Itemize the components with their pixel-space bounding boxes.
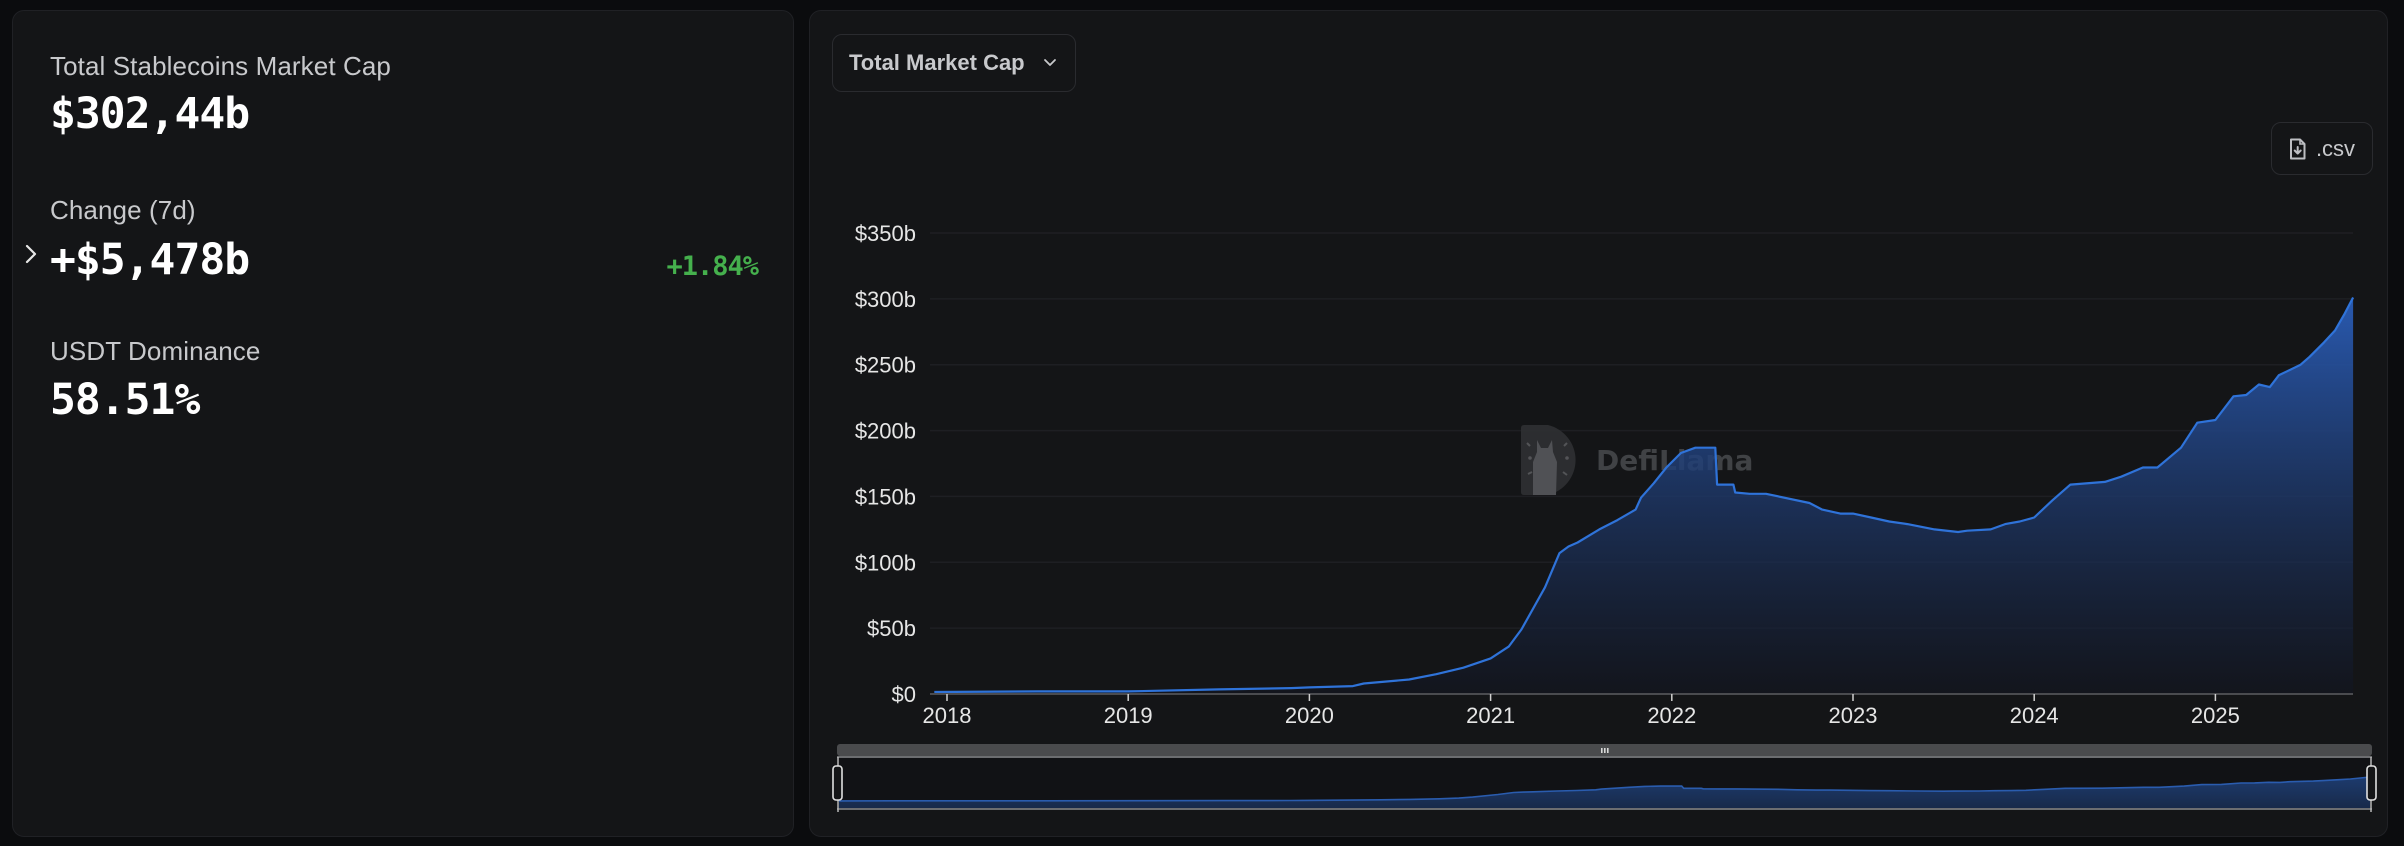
x-tick-label: 2020 — [1285, 703, 1334, 728]
data-zoom-slider[interactable] — [832, 744, 2377, 812]
chevron-down-icon — [1043, 59, 1056, 66]
y-tick-label: $200b — [855, 419, 916, 444]
x-tick-label: 2024 — [2010, 703, 2059, 728]
x-tick-label: 2018 — [923, 703, 972, 728]
total-market-cap-label: Total Stablecoins Market Cap — [50, 51, 391, 81]
defillama-logo-icon — [1521, 425, 1576, 495]
metric-dropdown-label: Total Market Cap — [849, 50, 1025, 75]
metric-dropdown[interactable]: Total Market Cap — [832, 34, 1076, 92]
x-tick-label: 2022 — [1647, 703, 1696, 728]
slider-right-handle[interactable] — [2366, 765, 2377, 801]
y-tick-label: $50b — [867, 616, 916, 641]
change-7d-percent: +1.84% — [666, 251, 759, 282]
change-7d-value: +$5,478b — [50, 235, 250, 285]
y-tick-label: $150b — [855, 484, 916, 509]
stats-panel: Total Stablecoins Market Cap $302,44b Ch… — [12, 10, 794, 837]
total-market-cap-value: $302,44b — [50, 89, 250, 139]
y-tick-label: $0 — [892, 682, 916, 707]
y-tick-label: $300b — [855, 287, 916, 312]
chevron-right-icon[interactable] — [24, 243, 38, 265]
x-tick-label: 2021 — [1466, 703, 1515, 728]
usdt-dominance-value: 58.51% — [50, 375, 200, 425]
slider-left-handle[interactable] — [832, 765, 843, 801]
y-tick-label: $350b — [855, 221, 916, 246]
x-axis: 2018 2019 2020 2021 2022 2023 2024 2025 — [923, 694, 2240, 728]
csv-button-label: .csv — [2315, 135, 2356, 161]
change-7d-label: Change (7d) — [50, 195, 196, 225]
y-tick-label: $250b — [855, 353, 916, 378]
x-tick-label: 2023 — [1829, 703, 1878, 728]
usdt-dominance-label: USDT Dominance — [50, 336, 261, 366]
x-tick-label: 2025 — [2191, 703, 2240, 728]
download-csv-button[interactable]: .csv — [2271, 122, 2373, 175]
chart-panel: Total Market Cap .csv — [809, 10, 2388, 837]
market-cap-line — [934, 296, 2355, 694]
mini-area — [839, 777, 2370, 808]
y-tick-label: $100b — [855, 550, 916, 575]
slider-grip-icon[interactable] — [1601, 748, 1609, 753]
y-axis: $0 $50b $100b $150b $200b $250b $300b $350b — [855, 221, 916, 707]
file-download-icon — [2289, 138, 2306, 159]
x-tick-label: 2019 — [1104, 703, 1153, 728]
mini-line — [838, 776, 2371, 802]
